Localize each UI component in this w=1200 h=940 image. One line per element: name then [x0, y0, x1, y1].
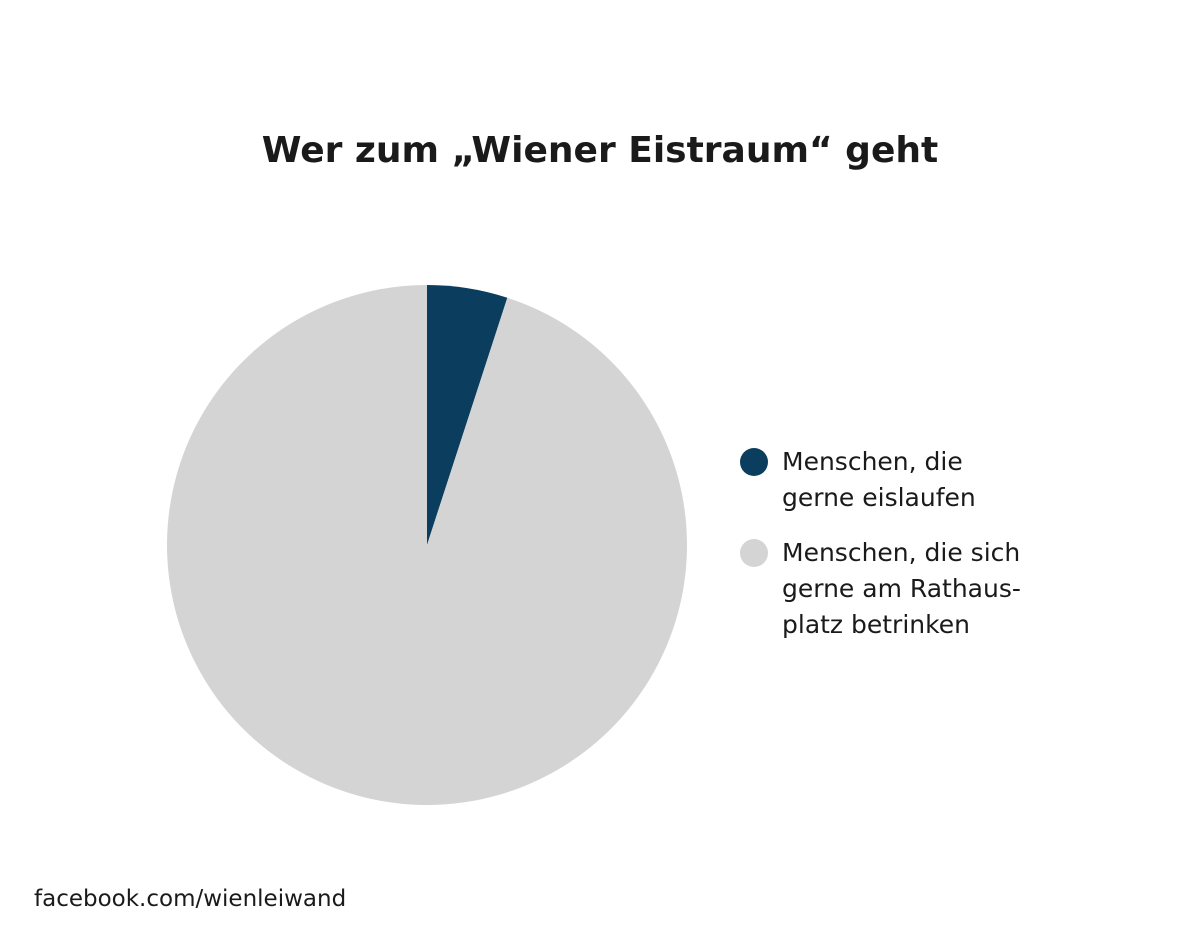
legend-label: Menschen, die sich gerne am Rathaus- pla… — [782, 538, 1021, 639]
legend-marker — [740, 448, 768, 476]
pie-slice — [427, 285, 508, 545]
pie-slice — [166, 285, 687, 805]
source: facebook.com/wienleiwand — [34, 886, 347, 912]
chart-title: Wer zum „Wiener Eistraum“ geht — [261, 130, 939, 171]
legend-marker — [740, 539, 768, 567]
legend-label: Menschen, die gerne eislaufen — [782, 447, 976, 512]
